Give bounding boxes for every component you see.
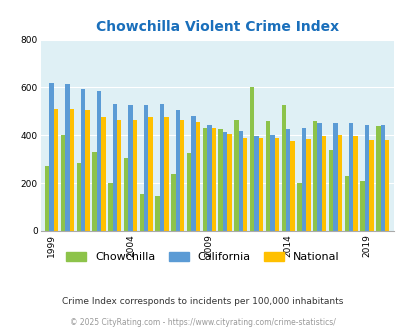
Legend: Chowchilla, California, National: Chowchilla, California, National bbox=[62, 248, 343, 267]
Bar bbox=[49, 83, 54, 231]
Bar bbox=[344, 176, 348, 231]
Bar bbox=[218, 129, 222, 231]
Bar bbox=[69, 109, 74, 231]
Bar bbox=[301, 128, 305, 231]
Bar bbox=[186, 153, 191, 231]
Bar bbox=[353, 137, 357, 231]
Bar bbox=[258, 138, 262, 231]
Bar bbox=[375, 126, 379, 231]
Bar bbox=[139, 194, 144, 231]
Bar bbox=[312, 121, 317, 231]
Bar bbox=[61, 135, 65, 231]
Bar bbox=[155, 196, 160, 231]
Bar bbox=[274, 138, 278, 231]
Bar bbox=[270, 135, 274, 231]
Bar bbox=[379, 124, 384, 231]
Bar bbox=[96, 91, 101, 231]
Bar bbox=[234, 120, 238, 231]
Bar bbox=[290, 141, 294, 231]
Bar bbox=[328, 150, 333, 231]
Bar bbox=[54, 109, 58, 231]
Bar bbox=[238, 131, 243, 231]
Bar bbox=[333, 123, 337, 231]
Bar bbox=[179, 120, 184, 231]
Text: © 2025 CityRating.com - https://www.cityrating.com/crime-statistics/: © 2025 CityRating.com - https://www.city… bbox=[70, 318, 335, 327]
Bar bbox=[45, 166, 49, 231]
Bar bbox=[112, 104, 117, 231]
Bar bbox=[132, 120, 137, 231]
Bar bbox=[164, 117, 168, 231]
Bar bbox=[207, 124, 211, 231]
Bar bbox=[148, 117, 153, 231]
Bar bbox=[222, 132, 227, 231]
Bar bbox=[368, 140, 373, 231]
Bar bbox=[296, 183, 301, 231]
Bar bbox=[117, 120, 121, 231]
Bar bbox=[227, 134, 231, 231]
Bar bbox=[171, 174, 175, 231]
Bar bbox=[265, 121, 270, 231]
Title: Chowchilla Violent Crime Index: Chowchilla Violent Crime Index bbox=[96, 20, 338, 34]
Bar bbox=[195, 122, 200, 231]
Bar bbox=[281, 105, 285, 231]
Bar bbox=[384, 140, 388, 231]
Bar bbox=[249, 87, 254, 231]
Bar bbox=[305, 139, 310, 231]
Bar bbox=[254, 137, 258, 231]
Bar bbox=[337, 135, 341, 231]
Bar bbox=[364, 124, 368, 231]
Bar bbox=[175, 110, 179, 231]
Bar bbox=[108, 183, 112, 231]
Bar bbox=[348, 123, 353, 231]
Text: Crime Index corresponds to incidents per 100,000 inhabitants: Crime Index corresponds to incidents per… bbox=[62, 297, 343, 307]
Bar bbox=[191, 116, 195, 231]
Bar bbox=[124, 158, 128, 231]
Bar bbox=[243, 138, 247, 231]
Bar bbox=[160, 104, 164, 231]
Bar bbox=[317, 123, 321, 231]
Bar bbox=[144, 105, 148, 231]
Bar bbox=[65, 84, 69, 231]
Bar bbox=[321, 137, 326, 231]
Bar bbox=[101, 117, 105, 231]
Bar bbox=[85, 110, 90, 231]
Bar bbox=[128, 105, 132, 231]
Bar bbox=[360, 181, 364, 231]
Bar bbox=[202, 128, 207, 231]
Bar bbox=[92, 152, 96, 231]
Bar bbox=[77, 163, 81, 231]
Bar bbox=[285, 129, 290, 231]
Bar bbox=[211, 128, 215, 231]
Bar bbox=[81, 89, 85, 231]
